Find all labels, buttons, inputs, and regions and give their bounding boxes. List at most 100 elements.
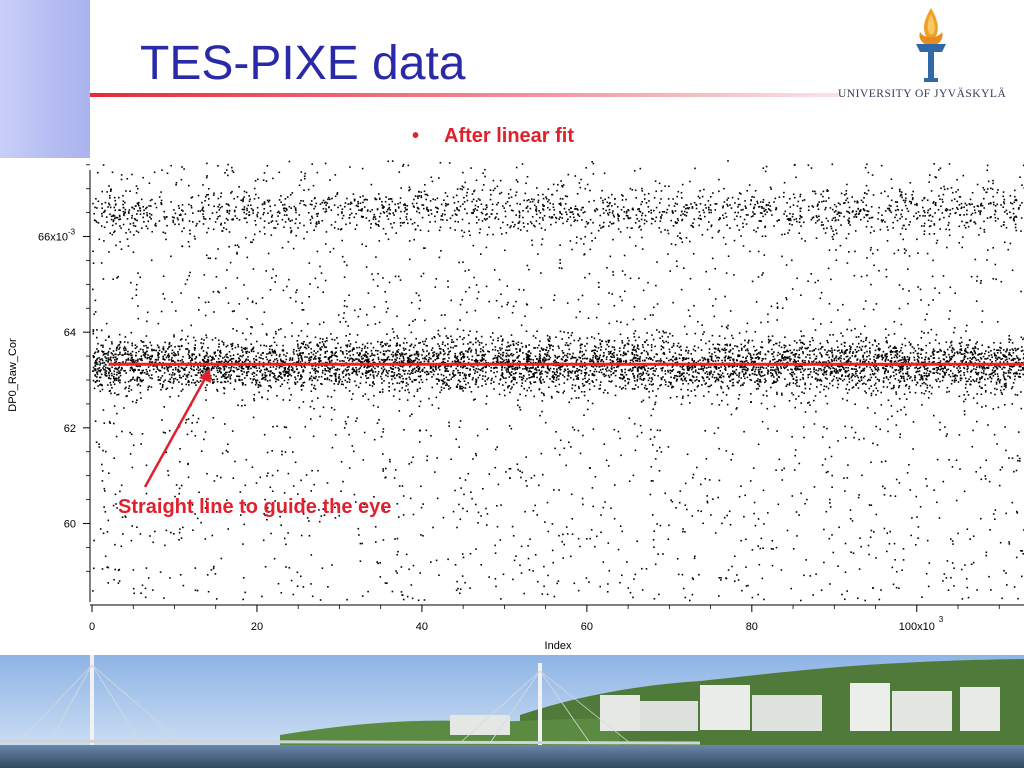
data-point — [109, 381, 112, 384]
data-point — [557, 391, 560, 394]
data-point — [632, 366, 634, 369]
data-point — [642, 371, 644, 374]
data-point — [998, 380, 1001, 383]
data-point — [1005, 350, 1007, 353]
data-point — [409, 345, 411, 347]
data-point — [691, 375, 694, 377]
data-point — [567, 344, 570, 347]
data-point — [891, 367, 894, 369]
data-point — [139, 385, 142, 387]
data-point — [999, 366, 1002, 368]
data-point — [157, 351, 159, 354]
data-point — [355, 366, 357, 369]
data-point — [222, 374, 225, 376]
data-point — [499, 361, 502, 364]
data-point — [230, 374, 232, 376]
data-point — [119, 374, 122, 377]
data-point — [870, 376, 873, 379]
university-logo: UNIVERSITY OF JYVÄSKYLÄ — [838, 6, 1024, 106]
data-point — [119, 341, 122, 344]
data-point — [570, 357, 572, 360]
data-point — [983, 366, 986, 369]
data-point — [965, 383, 967, 386]
data-point — [775, 381, 777, 383]
data-point — [423, 360, 426, 363]
data-point — [880, 354, 883, 357]
data-point — [295, 350, 298, 352]
data-point — [796, 379, 798, 381]
data-point — [788, 355, 791, 358]
data-point — [674, 352, 677, 354]
data-point — [672, 386, 675, 388]
data-point — [359, 353, 361, 355]
data-point — [1005, 378, 1007, 381]
data-point — [128, 385, 131, 387]
data-point — [757, 378, 759, 380]
data-point — [128, 387, 130, 390]
data-point — [1021, 349, 1024, 352]
data-point — [512, 365, 514, 368]
data-point — [363, 347, 366, 349]
data-point — [739, 366, 742, 369]
data-point — [235, 359, 237, 362]
data-point — [382, 353, 385, 355]
data-point — [117, 378, 120, 380]
data-point — [717, 378, 720, 380]
data-point — [125, 359, 128, 361]
data-point — [287, 378, 290, 381]
data-point — [530, 376, 533, 378]
data-point — [409, 373, 411, 375]
data-point — [478, 354, 480, 357]
data-point — [398, 361, 401, 363]
data-point — [765, 367, 768, 369]
data-point — [948, 359, 951, 362]
data-point — [991, 369, 994, 371]
data-point — [226, 371, 228, 374]
data-point — [747, 367, 749, 370]
data-point — [946, 360, 948, 362]
data-point — [269, 366, 272, 368]
data-point — [942, 358, 945, 360]
data-point — [507, 365, 509, 367]
data-point — [877, 343, 880, 345]
data-point — [622, 386, 624, 389]
data-point — [185, 338, 187, 341]
data-point — [301, 358, 303, 361]
data-point — [480, 342, 483, 344]
data-point — [602, 368, 604, 370]
data-point — [142, 341, 145, 343]
data-point — [99, 369, 101, 372]
data-point — [959, 374, 962, 377]
data-point — [631, 344, 634, 346]
data-point — [924, 383, 927, 385]
data-point — [225, 360, 228, 363]
data-point — [776, 393, 778, 395]
data-point — [1003, 383, 1006, 385]
data-point — [194, 374, 197, 376]
data-point — [499, 378, 502, 380]
data-point — [856, 358, 859, 360]
data-point — [447, 370, 449, 372]
data-point — [889, 376, 891, 379]
data-point — [391, 368, 394, 370]
data-point — [364, 359, 367, 361]
data-point — [244, 347, 247, 349]
data-point — [526, 389, 528, 392]
data-point — [172, 382, 175, 384]
data-point — [625, 353, 628, 356]
data-point — [461, 385, 463, 388]
data-point — [351, 358, 354, 360]
data-point — [94, 362, 96, 364]
data-point — [743, 373, 746, 375]
data-point — [636, 379, 638, 382]
data-point — [147, 366, 150, 368]
data-point — [151, 361, 154, 363]
data-point — [650, 380, 653, 383]
data-point — [1010, 355, 1013, 357]
data-point — [419, 361, 421, 364]
data-point — [713, 365, 716, 368]
data-point — [336, 337, 338, 339]
data-point — [804, 347, 807, 349]
data-point — [410, 331, 413, 334]
data-point — [338, 373, 341, 376]
